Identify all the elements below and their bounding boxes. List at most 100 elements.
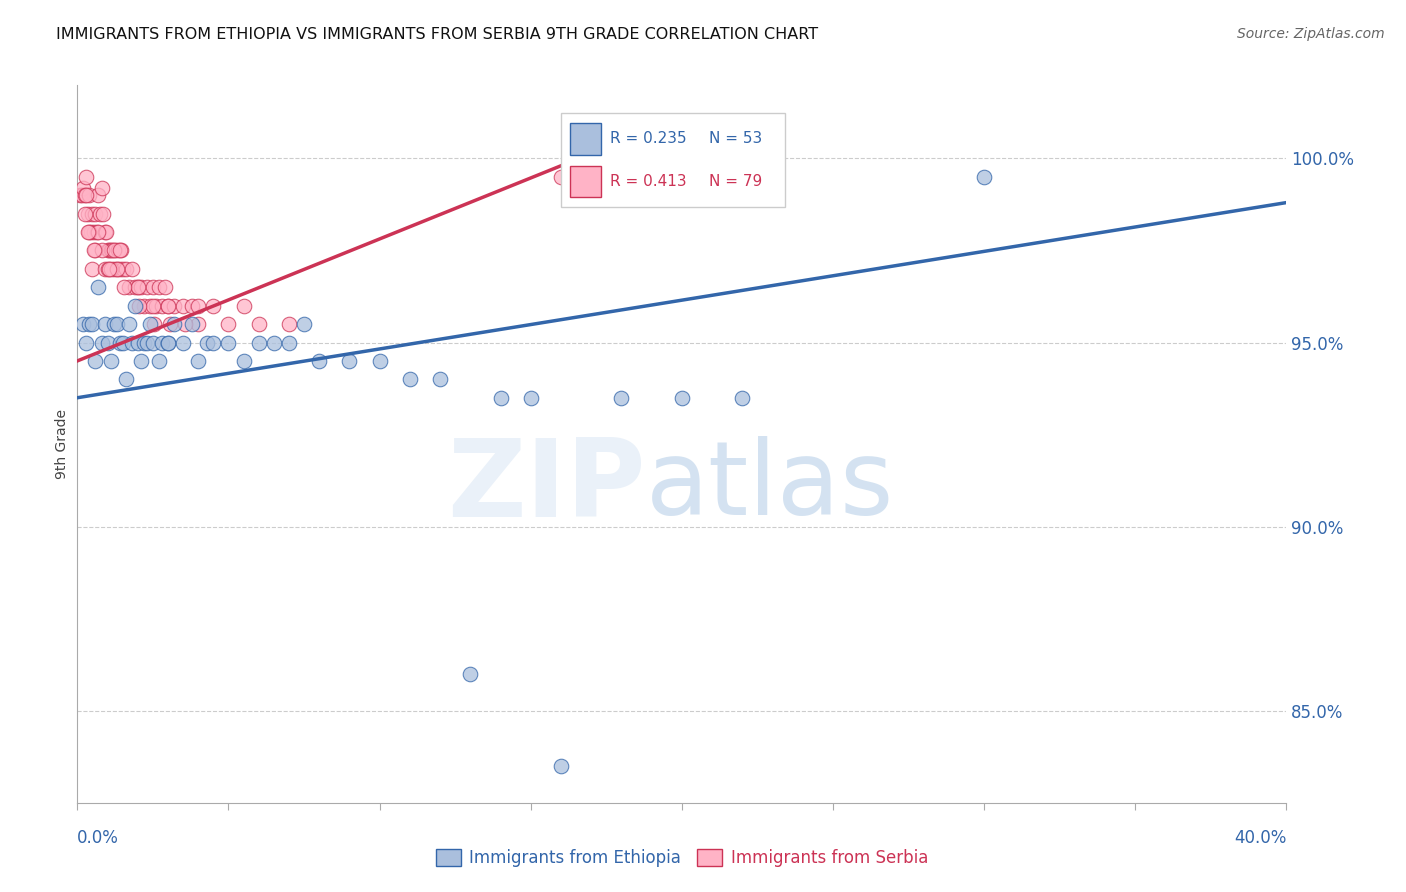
Point (218, 335, 240, 350)
Point (94, 225, 117, 239)
Point (80, 225, 103, 239)
Text: 0.0%: 0.0% (77, 829, 120, 847)
Point (232, 299, 254, 313)
Point (90, 181, 112, 195)
Point (139, 299, 162, 313)
Point (83, 244, 105, 258)
Point (101, 244, 124, 258)
Point (181, 317, 204, 331)
Point (111, 261, 134, 276)
Point (232, 354, 254, 368)
Point (157, 335, 180, 350)
Point (108, 244, 131, 258)
Point (86, 225, 108, 239)
Point (150, 335, 173, 350)
Point (82, 317, 104, 331)
Point (187, 317, 209, 331)
Point (72, 181, 94, 195)
Point (91, 206, 114, 220)
Point (278, 335, 301, 350)
Point (93, 317, 115, 331)
Point (247, 335, 270, 350)
Point (111, 335, 134, 350)
Point (77, 225, 100, 239)
Point (973, 169, 995, 184)
Point (247, 317, 270, 331)
Point (157, 299, 180, 313)
Y-axis label: 9th Grade: 9th Grade (55, 409, 69, 479)
Point (93, 261, 115, 276)
Point (278, 317, 301, 331)
Point (93, 225, 115, 239)
Point (143, 317, 166, 331)
Point (339, 354, 360, 368)
Point (132, 299, 155, 313)
Point (87, 188, 110, 202)
Point (550, 759, 572, 773)
Point (105, 317, 128, 331)
Point (112, 280, 135, 294)
Point (90, 244, 112, 258)
Point (108, 261, 131, 276)
Point (87, 280, 110, 294)
Point (114, 372, 136, 386)
Point (218, 317, 240, 331)
Point (100, 244, 122, 258)
Point (84, 206, 107, 220)
Point (79, 225, 101, 239)
Point (82, 206, 104, 220)
Point (202, 335, 225, 350)
Point (181, 299, 204, 313)
Point (159, 317, 181, 331)
Text: Source: ZipAtlas.com: Source: ZipAtlas.com (1237, 27, 1385, 41)
Point (96, 244, 118, 258)
Point (103, 317, 125, 331)
Point (103, 261, 125, 276)
Point (75, 169, 97, 184)
Point (105, 261, 128, 276)
Point (520, 391, 543, 405)
Point (107, 244, 129, 258)
Point (671, 391, 693, 405)
Point (429, 372, 451, 386)
Point (127, 280, 149, 294)
Point (187, 354, 209, 368)
Text: ZIP: ZIP (447, 434, 645, 540)
Point (550, 169, 572, 184)
Point (163, 299, 186, 313)
Point (150, 299, 173, 313)
Point (129, 280, 152, 294)
Point (153, 280, 176, 294)
Point (142, 280, 165, 294)
Point (84, 354, 107, 368)
Point (118, 317, 141, 331)
Point (172, 299, 194, 313)
Point (172, 335, 194, 350)
Point (187, 299, 209, 313)
Point (89, 206, 111, 220)
Point (145, 299, 167, 313)
Point (96, 335, 118, 350)
Point (73, 188, 96, 202)
Point (75, 188, 97, 202)
Point (489, 391, 512, 405)
Text: 40.0%: 40.0% (1234, 829, 1286, 847)
Point (195, 335, 218, 350)
Point (72, 317, 94, 331)
Point (263, 335, 285, 350)
Point (104, 244, 127, 258)
Point (731, 391, 754, 405)
Point (124, 280, 146, 294)
Point (79, 317, 101, 331)
Point (103, 244, 125, 258)
Point (135, 335, 157, 350)
Point (135, 280, 157, 294)
Point (82, 261, 104, 276)
Point (75, 335, 97, 350)
Point (118, 280, 141, 294)
Point (83, 225, 105, 239)
Point (157, 335, 180, 350)
Point (69, 188, 91, 202)
Text: atlas: atlas (645, 436, 894, 537)
Point (610, 391, 633, 405)
